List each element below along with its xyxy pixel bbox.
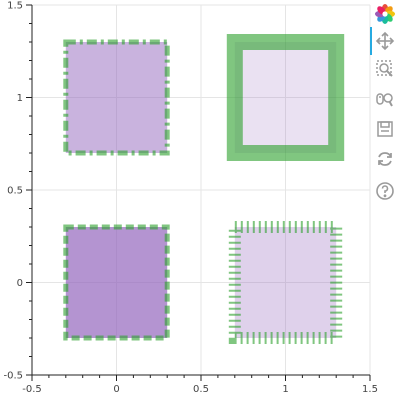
wheel-zoom-icon[interactable] (374, 88, 396, 110)
pan-icon[interactable] (374, 30, 396, 52)
toolbar (368, 0, 400, 400)
help-icon[interactable] (374, 180, 396, 202)
x-tick-label-1: 0 (113, 384, 119, 395)
y-tick-label-4: 1.5 (7, 1, 23, 12)
y-tick-label-2: 0.5 (7, 186, 23, 197)
square-marker-0-1 (226, 34, 345, 161)
active-tool-indicator (370, 27, 372, 55)
x-tick-label-4: 1.5 (362, 384, 378, 395)
x-tick-label-3: 1 (282, 384, 288, 395)
x-tick-label-0: -0.5 (22, 384, 42, 395)
square-marker-0-0 (63, 39, 170, 156)
axes: -0.5 0 0.5 1 1.5 -0.5 0 0.5 1 1.5 (3, 1, 377, 396)
square-markers (63, 34, 345, 344)
square-marker-0-3 (228, 221, 343, 344)
x-tick-label-2: 0.5 (193, 384, 209, 395)
y-tick-label-3: 1 (17, 93, 23, 104)
square-marker-0-2 (63, 224, 170, 341)
y-tick-label-0: -0.5 (3, 371, 23, 382)
save-icon[interactable] (374, 118, 396, 140)
bokeh-logo-icon (374, 3, 396, 25)
box-zoom-icon[interactable] (374, 58, 396, 80)
y-tick-label-1: 0 (17, 278, 23, 289)
reset-icon[interactable] (374, 148, 396, 170)
